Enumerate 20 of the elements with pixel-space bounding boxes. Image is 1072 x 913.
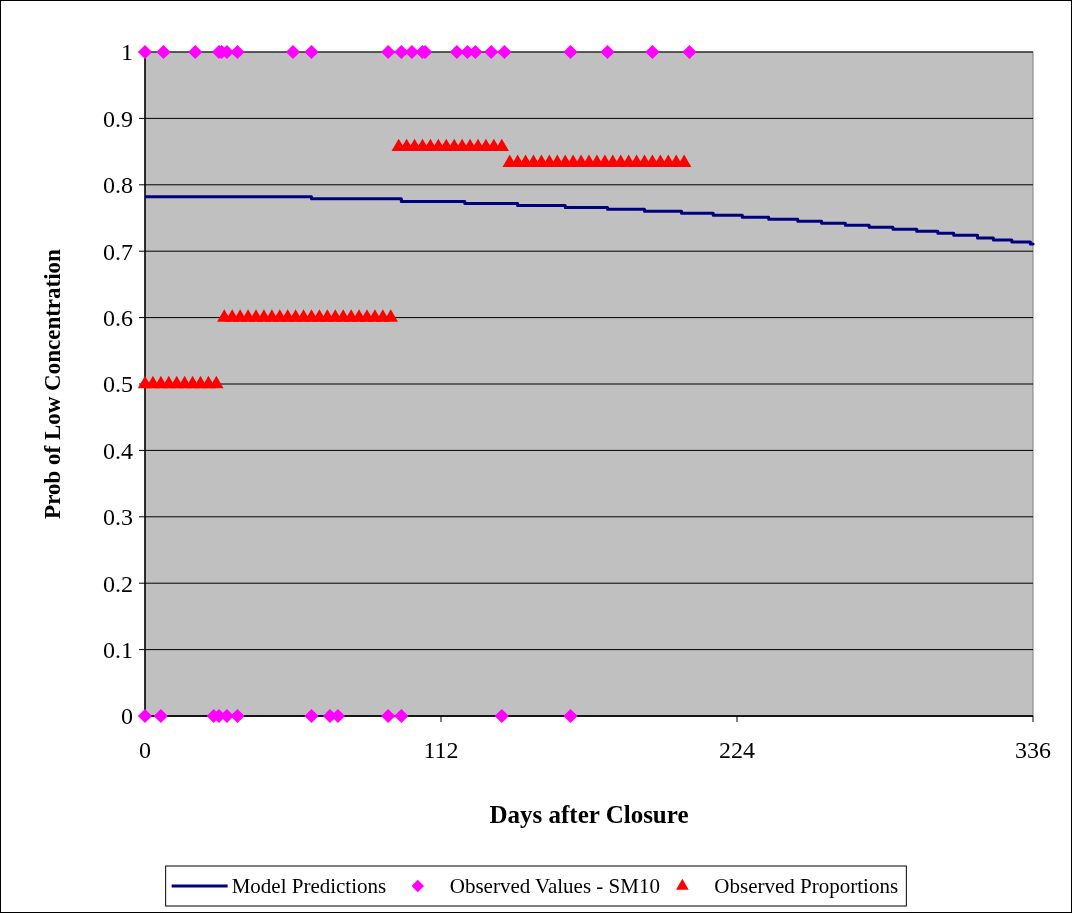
y-tick-label: 0.8 xyxy=(103,172,133,199)
y-tick-label: 0.3 xyxy=(103,504,133,531)
y-tick-label: 0.6 xyxy=(103,305,133,331)
y-tick-label: 0.9 xyxy=(103,105,133,132)
x-tick-label: 336 xyxy=(1015,737,1051,763)
x-tick-label: 0 xyxy=(139,737,151,763)
x-axis-title: Days after Closure xyxy=(489,801,689,828)
x-tick-label: 224 xyxy=(719,737,755,763)
y-tick-label: 0.7 xyxy=(103,238,133,265)
y-tick-label: 1 xyxy=(121,39,133,66)
x-tick-label: 112 xyxy=(423,737,459,763)
y-tick-label: 0.1 xyxy=(103,637,133,663)
legend-label: Observed Values - SM10 xyxy=(449,874,660,899)
legend-label: Observed Proportions xyxy=(714,874,899,899)
y-tick-label: 0.2 xyxy=(103,570,133,597)
y-axis-title: Prob of Low Concentration xyxy=(40,248,65,519)
y-tick-label: 0.4 xyxy=(103,437,133,464)
legend-label: Model Predictions xyxy=(231,874,387,899)
y-tick-label: 0 xyxy=(121,703,133,730)
y-tick-label: 0.5 xyxy=(103,371,133,398)
